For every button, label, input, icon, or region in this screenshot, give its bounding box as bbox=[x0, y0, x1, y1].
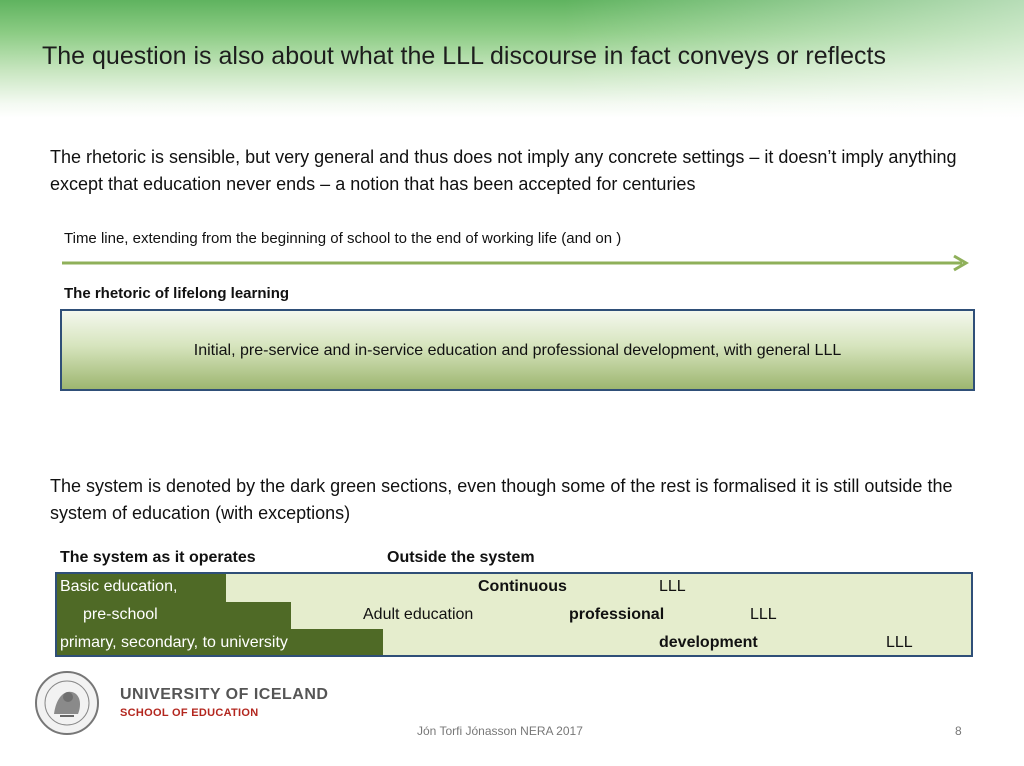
row2-system-cell: pre-school bbox=[83, 606, 158, 623]
slide-title: The question is also about what the LLL … bbox=[42, 42, 886, 70]
university-name: UNIVERSITY OF ICELAND bbox=[120, 686, 329, 703]
rhetoric-box: Initial, pre-service and in-service educ… bbox=[60, 309, 975, 391]
row3-system-cell: primary, secondary, to university bbox=[60, 634, 288, 651]
timeline-label: Time line, extending from the beginning … bbox=[64, 230, 622, 247]
row2-adult-cell: Adult education bbox=[363, 606, 474, 623]
rhetoric-paragraph: The rhetoric is sensible, but very gener… bbox=[50, 147, 957, 194]
system-column-header: The system as it operates bbox=[60, 549, 256, 566]
school-name: SCHOOL OF EDUCATION bbox=[120, 707, 259, 719]
row3-phrase-cell: development bbox=[659, 634, 758, 651]
row1-phrase-cell: Continuous bbox=[478, 578, 567, 595]
system-table: Basic education, Continuous LLL pre-scho… bbox=[55, 572, 973, 657]
rhetoric-heading: The rhetoric of lifelong learning bbox=[64, 285, 290, 302]
university-seal-logo bbox=[35, 671, 99, 735]
row1-system-cell: Basic education, bbox=[60, 578, 178, 595]
footer-author: Jón Torfi Jónasson NERA 2017 bbox=[417, 724, 583, 738]
row1-lll-cell: LLL bbox=[659, 578, 686, 595]
system-paragraph: The system is denoted by the dark green … bbox=[50, 476, 953, 523]
system-section-row2 bbox=[57, 602, 291, 629]
outside-column-header: Outside the system bbox=[387, 549, 535, 566]
row3-lll-cell: LLL bbox=[886, 634, 913, 651]
rhetoric-box-text: Initial, pre-service and in-service educ… bbox=[193, 342, 842, 359]
header-band bbox=[0, 0, 1024, 118]
timeline-arrow bbox=[62, 254, 969, 272]
row2-phrase-cell: professional bbox=[569, 606, 665, 623]
page-number: 8 bbox=[955, 724, 962, 738]
system-section-row3 bbox=[57, 629, 383, 655]
system-section-row1 bbox=[57, 574, 226, 602]
row2-lll-cell: LLL bbox=[750, 606, 777, 623]
